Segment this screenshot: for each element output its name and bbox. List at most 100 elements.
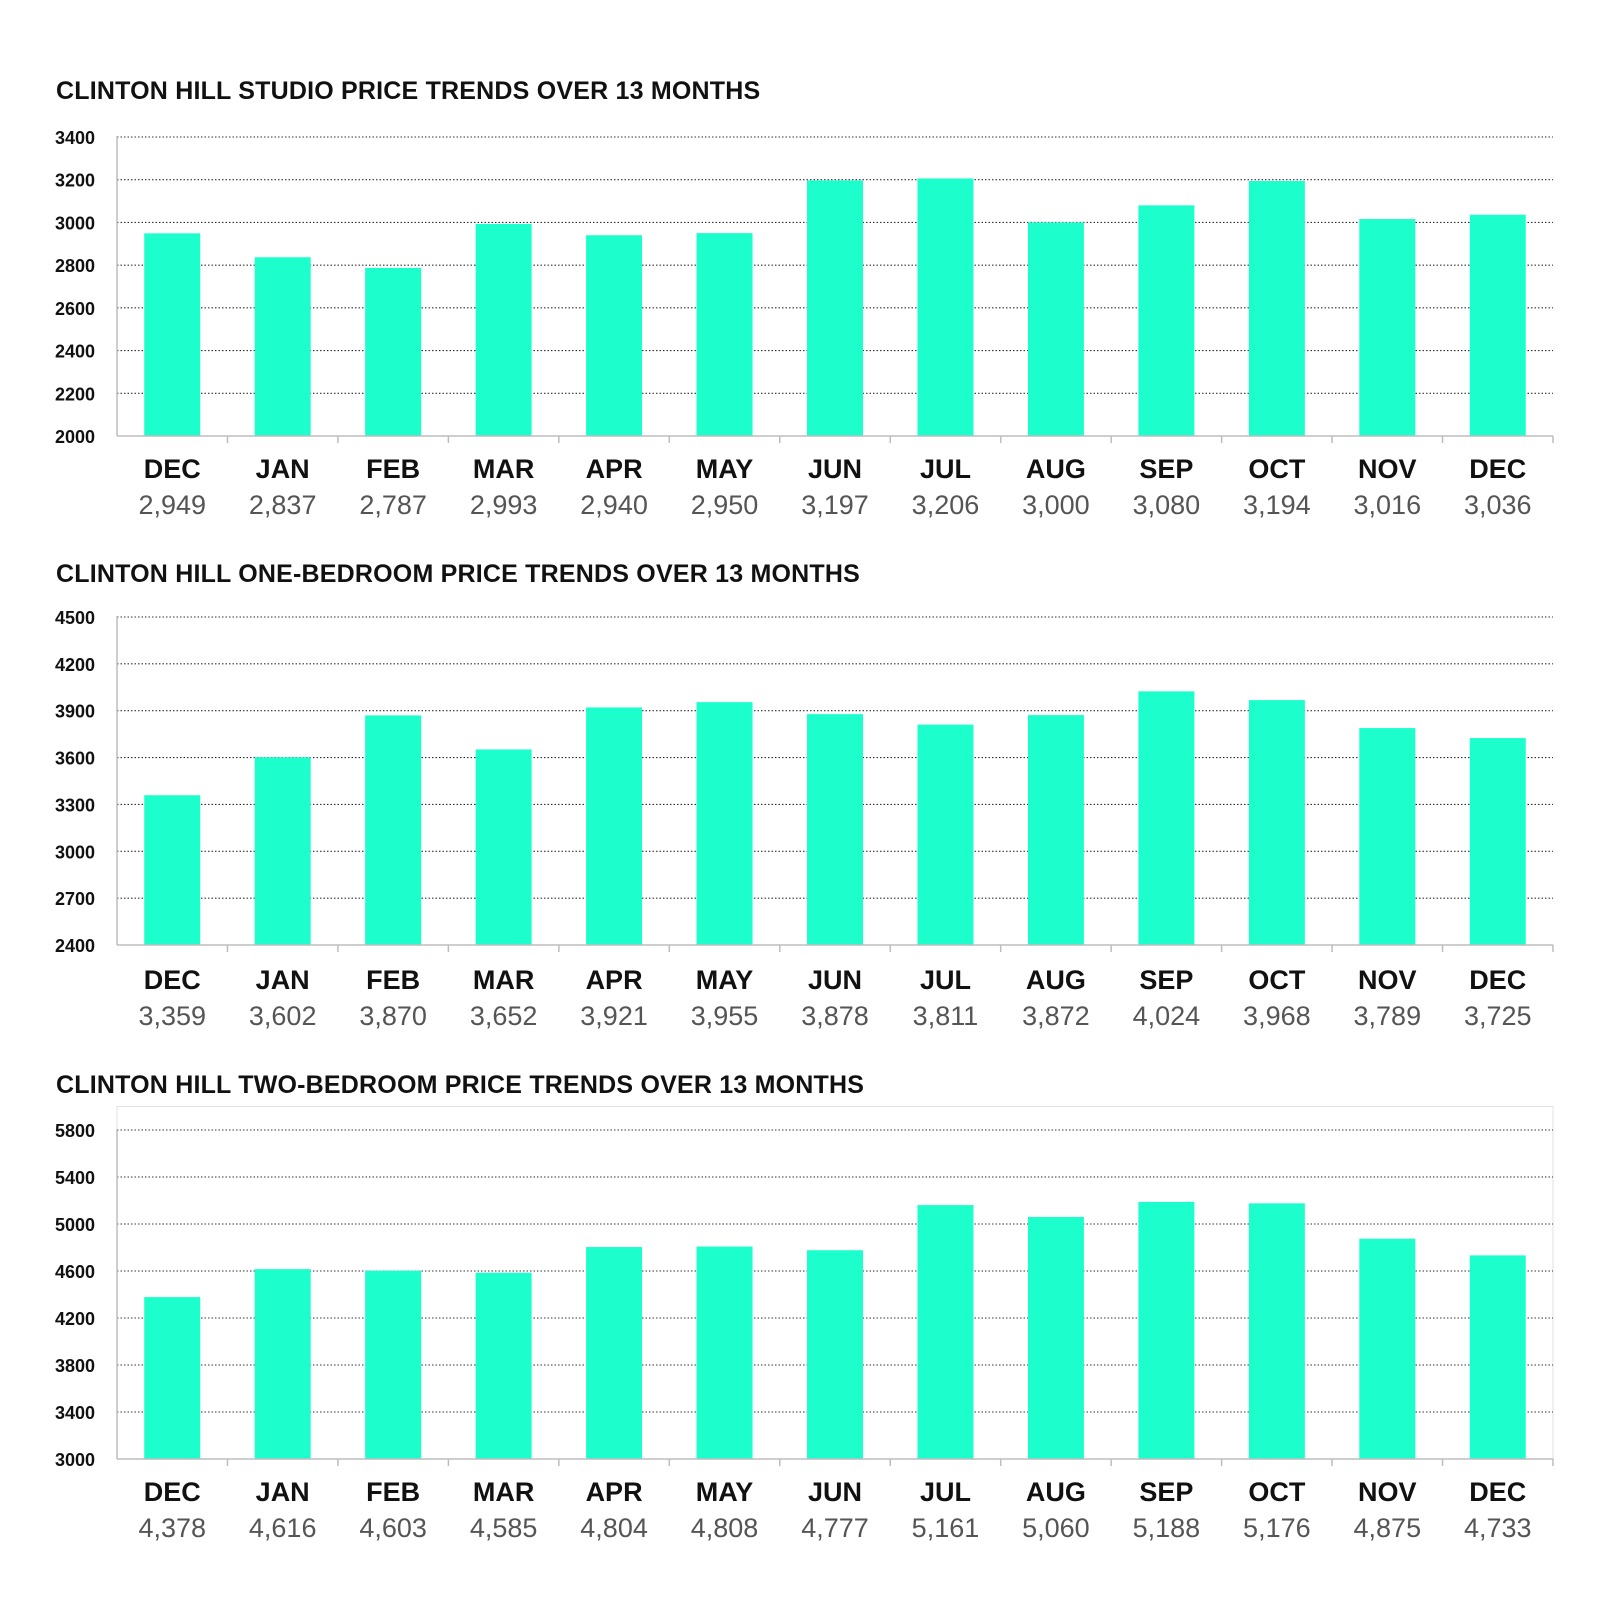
value-label: 3,652 bbox=[470, 1001, 538, 1031]
value-label: 3,955 bbox=[691, 1001, 759, 1031]
month-label: AUG bbox=[1026, 1477, 1086, 1507]
bar bbox=[254, 1269, 311, 1459]
value-label: 3,206 bbox=[912, 490, 980, 520]
month-label: SEP bbox=[1139, 1477, 1193, 1507]
month-label: JUN bbox=[808, 965, 862, 995]
value-label: 3,878 bbox=[801, 1001, 869, 1031]
bar bbox=[586, 1247, 643, 1459]
month-label: APR bbox=[586, 1477, 643, 1507]
value-label: 4,808 bbox=[691, 1513, 759, 1543]
chart-one-bedroom: CLINTON HILL ONE-BEDROOM PRICE TRENDS OV… bbox=[55, 560, 1554, 1031]
value-label: 4,603 bbox=[359, 1513, 427, 1543]
value-label: 3,789 bbox=[1354, 1001, 1422, 1031]
bar bbox=[1359, 219, 1416, 436]
value-label: 4,733 bbox=[1464, 1513, 1532, 1543]
value-label: 4,875 bbox=[1354, 1513, 1422, 1543]
month-label: FEB bbox=[366, 965, 420, 995]
month-label: OCT bbox=[1248, 965, 1306, 995]
y-tick-label: 3000 bbox=[55, 1450, 95, 1470]
chart-title: CLINTON HILL ONE-BEDROOM PRICE TRENDS OV… bbox=[56, 560, 860, 588]
month-label: APR bbox=[586, 965, 643, 995]
bar bbox=[1138, 205, 1195, 436]
month-label: NOV bbox=[1358, 965, 1417, 995]
month-label: SEP bbox=[1139, 965, 1193, 995]
bar bbox=[1248, 700, 1305, 945]
month-label: OCT bbox=[1248, 454, 1306, 484]
value-label: 4,378 bbox=[138, 1513, 206, 1543]
value-label: 3,016 bbox=[1354, 490, 1422, 520]
value-label: 4,585 bbox=[470, 1513, 538, 1543]
month-label: DEC bbox=[144, 454, 201, 484]
bar bbox=[1469, 738, 1526, 945]
value-label: 3,921 bbox=[580, 1001, 648, 1031]
value-label: 3,602 bbox=[249, 1001, 317, 1031]
value-label: 5,188 bbox=[1133, 1513, 1201, 1543]
bar bbox=[254, 757, 311, 945]
y-tick-label: 5000 bbox=[55, 1215, 95, 1235]
bar bbox=[1027, 715, 1084, 945]
y-tick-label: 2600 bbox=[55, 299, 95, 319]
month-label: APR bbox=[586, 454, 643, 484]
bar bbox=[696, 233, 753, 436]
value-label: 3,000 bbox=[1022, 490, 1090, 520]
bar bbox=[586, 235, 643, 436]
value-label: 3,194 bbox=[1243, 490, 1311, 520]
bar bbox=[144, 795, 201, 945]
value-label: 3,968 bbox=[1243, 1001, 1311, 1031]
month-label: FEB bbox=[366, 1477, 420, 1507]
month-label: JUL bbox=[920, 1477, 971, 1507]
y-tick-label: 4500 bbox=[55, 608, 95, 628]
chart-title: CLINTON HILL TWO-BEDROOM PRICE TRENDS OV… bbox=[56, 1071, 865, 1099]
bar bbox=[1138, 1201, 1195, 1459]
bar bbox=[696, 702, 753, 945]
value-label: 5,060 bbox=[1022, 1513, 1090, 1543]
bar bbox=[917, 178, 974, 436]
value-label: 3,872 bbox=[1022, 1001, 1090, 1031]
y-tick-label: 2700 bbox=[55, 889, 95, 909]
y-tick-label: 4600 bbox=[55, 1262, 95, 1282]
bar bbox=[1359, 728, 1416, 945]
y-tick-label: 3800 bbox=[55, 1356, 95, 1376]
month-label: DEC bbox=[144, 965, 201, 995]
value-label: 2,993 bbox=[470, 490, 538, 520]
bar bbox=[254, 257, 311, 436]
month-label: DEC bbox=[1469, 454, 1526, 484]
bar bbox=[365, 267, 422, 436]
bar bbox=[365, 1270, 422, 1459]
bar bbox=[144, 233, 201, 436]
value-label: 2,787 bbox=[359, 490, 427, 520]
bar bbox=[475, 1272, 532, 1459]
y-tick-label: 3400 bbox=[55, 1403, 95, 1423]
y-tick-label: 2000 bbox=[55, 427, 95, 447]
month-label: JUN bbox=[808, 1477, 862, 1507]
y-tick-label: 4200 bbox=[55, 1309, 95, 1329]
month-label: MAR bbox=[473, 965, 535, 995]
y-tick-label: 4200 bbox=[55, 655, 95, 675]
value-label: 2,950 bbox=[691, 490, 759, 520]
month-label: MAR bbox=[473, 1477, 535, 1507]
y-tick-label: 3000 bbox=[55, 842, 95, 862]
bar bbox=[917, 724, 974, 945]
month-label: NOV bbox=[1358, 454, 1417, 484]
y-tick-label: 2400 bbox=[55, 936, 95, 956]
month-label: JAN bbox=[256, 454, 310, 484]
value-label: 3,197 bbox=[801, 490, 869, 520]
value-label: 3,080 bbox=[1133, 490, 1201, 520]
month-label: JUN bbox=[808, 454, 862, 484]
bar bbox=[1469, 214, 1526, 436]
bar bbox=[365, 715, 422, 945]
month-label: SEP bbox=[1139, 454, 1193, 484]
y-tick-label: 2800 bbox=[55, 256, 95, 276]
value-label: 4,024 bbox=[1133, 1001, 1201, 1031]
month-label: FEB bbox=[366, 454, 420, 484]
month-label: JUL bbox=[920, 965, 971, 995]
value-label: 4,804 bbox=[580, 1513, 648, 1543]
y-tick-label: 5800 bbox=[55, 1121, 95, 1141]
value-label: 3,359 bbox=[138, 1001, 206, 1031]
bar bbox=[1027, 222, 1084, 436]
month-label: JAN bbox=[256, 1477, 310, 1507]
month-label: MAY bbox=[696, 965, 754, 995]
y-tick-label: 3400 bbox=[55, 128, 95, 148]
